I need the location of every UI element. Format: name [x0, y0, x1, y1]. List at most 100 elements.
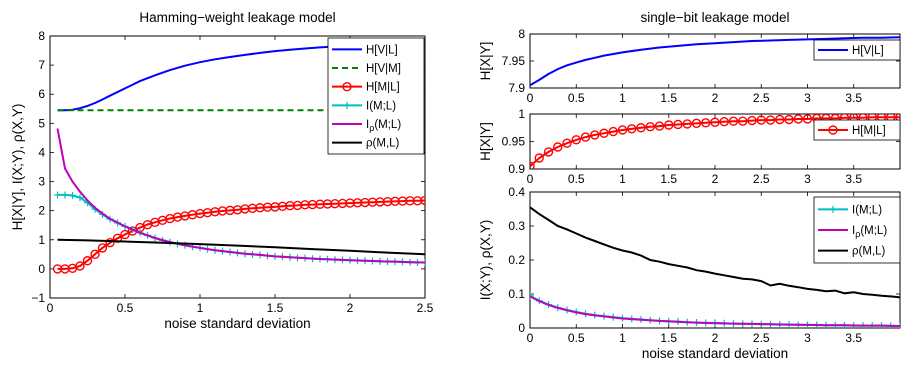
- x-tick-label: 2.5: [753, 172, 770, 186]
- x-tick-label: 3.5: [845, 172, 862, 186]
- y-tick-label: 0.95: [502, 135, 526, 149]
- x-tick-label: 2: [712, 91, 719, 105]
- x-tick-label: 3: [804, 172, 811, 186]
- data-point: [97, 243, 108, 253]
- legend-label: I(M;L): [366, 100, 396, 112]
- data-point: [719, 116, 729, 127]
- chart-title: Hamming−weight leakage model: [139, 10, 335, 25]
- legend-box: [813, 39, 901, 61]
- y-tick-label: 0.9: [508, 162, 525, 176]
- series-group: [530, 36, 900, 87]
- y-tick-label: 4: [38, 145, 45, 159]
- x-tick-label: 3.5: [845, 91, 862, 105]
- series-line: [530, 206, 900, 299]
- x-tick-label: 2.5: [417, 301, 434, 315]
- x-tick-label: 1.5: [660, 172, 677, 186]
- data-point: [590, 130, 600, 140]
- legend-label: H[V|L]: [366, 44, 398, 56]
- series-line: [57, 238, 425, 256]
- x-tick-label: 0: [47, 301, 54, 315]
- y-axis-label: H[X|Y]: [478, 42, 493, 81]
- y-tick-label: 3: [38, 175, 45, 189]
- data-point: [617, 125, 628, 135]
- data-point: [627, 124, 637, 134]
- data-point: [571, 135, 581, 145]
- data-point: [420, 195, 425, 206]
- y-axis-label: H[X|Y], I(X;Y), ρ(X,Y): [10, 104, 25, 231]
- y-tick-label: 7: [38, 58, 45, 72]
- y-tick-label: 2: [38, 204, 45, 218]
- series-line: [530, 36, 900, 87]
- chart-panel-4: 0 0.5 1 1.5 2 2.5 3 3.5 0 0.1 0.2 0.3 0.4 noise stand…: [478, 185, 901, 361]
- data-point: [580, 132, 591, 142]
- x-tick-label: 0: [527, 172, 534, 186]
- series-line: [56, 128, 425, 264]
- x-tick-label: 0: [527, 91, 534, 105]
- legend: I(M;L) Iρ(M;L) ρ(M,L): [813, 196, 901, 264]
- x-tick-label: 0.5: [568, 331, 585, 345]
- x-tick-label: 1: [197, 301, 204, 315]
- data-point: [82, 256, 93, 266]
- data-point: [756, 115, 766, 125]
- data-point: [728, 116, 739, 126]
- data-point: [105, 237, 115, 248]
- legend-label: ρ(M,L): [366, 138, 400, 150]
- legend-marker: [828, 125, 838, 135]
- x-tick-label: 2: [347, 301, 354, 315]
- legend-marker: [343, 101, 351, 109]
- x-tick-label: 1.5: [660, 91, 677, 105]
- y-axis-label: H[X|Y]: [478, 122, 493, 161]
- data-point: [673, 119, 683, 130]
- data-point: [90, 249, 100, 260]
- y-tick-label: 8: [518, 27, 525, 41]
- data-point: [747, 115, 757, 126]
- data-point: [75, 261, 85, 271]
- x-tick-label: 1: [619, 331, 626, 345]
- data-point: [793, 114, 803, 124]
- chart-panel-3: 0 0.5 1 1.5 2 2.5 3 3.5 0.9 0.95 1 H[X|Y] H[M|L]: [478, 107, 901, 186]
- legend-box: [327, 37, 425, 155]
- y-tick-label: 6: [38, 87, 45, 101]
- data-point: [599, 128, 609, 138]
- series-group: [530, 206, 900, 328]
- y-tick-label: 0.2: [508, 253, 525, 267]
- y-tick-label: 1: [518, 107, 525, 121]
- x-tick-label: 0.5: [568, 172, 585, 186]
- legend-label: Iρ(M;L): [366, 119, 401, 133]
- data-point: [608, 126, 618, 137]
- data-point: [682, 119, 692, 129]
- y-tick-label: 7.9: [508, 81, 525, 95]
- y-tick-label: 5: [38, 116, 45, 130]
- legend-label: H[V|M]: [366, 63, 401, 75]
- x-tick-label: 3.5: [845, 331, 862, 345]
- axes-box: [49, 35, 426, 299]
- data-point: [636, 123, 646, 133]
- x-tick-label: 0.5: [568, 91, 585, 105]
- data-point: [534, 153, 544, 163]
- legend-label: H[V|L]: [852, 45, 884, 57]
- data-point: [76, 194, 84, 202]
- legend-label: I(M;L): [852, 204, 882, 216]
- legend-label: Iρ(M;L): [852, 225, 887, 239]
- data-point: [530, 161, 535, 169]
- legend: H[M|L]: [813, 119, 901, 141]
- data-point: [562, 138, 572, 148]
- data-point: [112, 233, 123, 244]
- data-point: [701, 118, 711, 128]
- data-point: [664, 120, 674, 130]
- series-group: [52, 41, 425, 274]
- x-tick-label: 1.5: [267, 301, 284, 315]
- y-tick-label: 8: [38, 29, 45, 43]
- y-tick-label: 0: [518, 321, 525, 335]
- y-tick-label: −1: [31, 291, 45, 305]
- data-point: [120, 229, 130, 240]
- data-point: [691, 118, 702, 129]
- data-point: [69, 192, 76, 200]
- data-point: [61, 191, 69, 199]
- data-point: [765, 115, 776, 125]
- data-point: [710, 117, 720, 127]
- data-point: [775, 114, 785, 125]
- x-tick-label: 3: [804, 331, 811, 345]
